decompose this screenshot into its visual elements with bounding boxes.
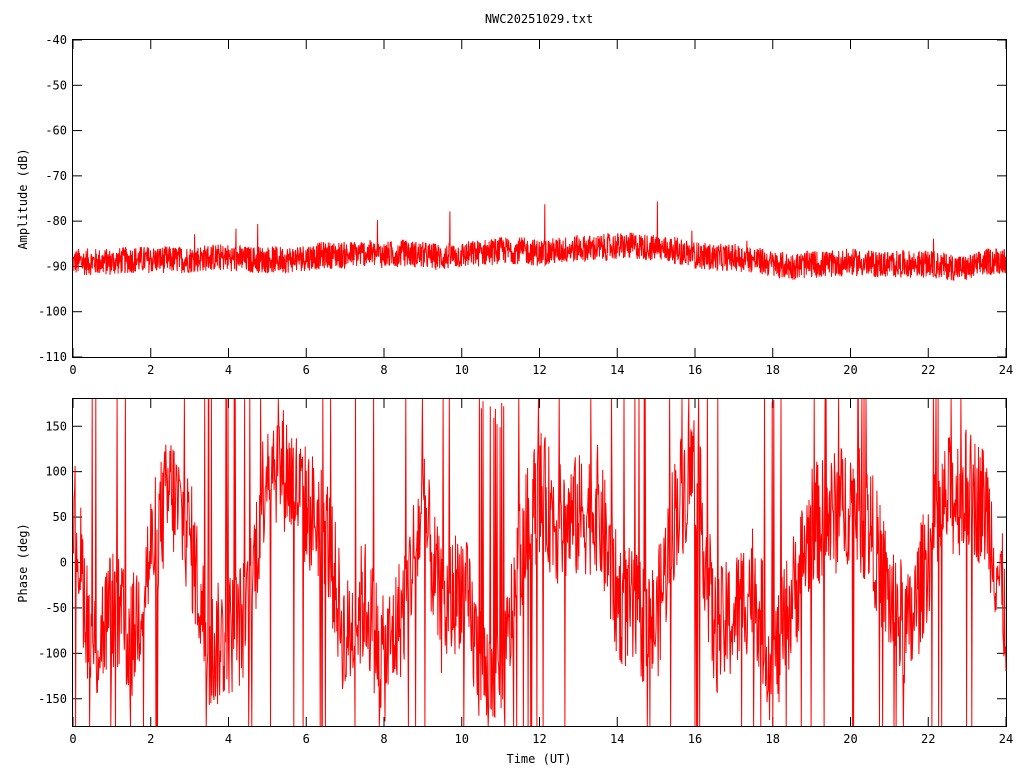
phase-x-tick-label: 2 xyxy=(147,732,154,746)
phase-x-tick-label: 16 xyxy=(688,732,702,746)
phase-x-tick-label: 18 xyxy=(766,732,780,746)
chart-title: NWC20251029.txt xyxy=(485,12,593,26)
amplitude-plot-frame xyxy=(72,39,1007,358)
phase-y-tick-label: 0 xyxy=(60,556,67,570)
phase-x-tick-label: 24 xyxy=(999,732,1013,746)
phase-y-tick-label: 100 xyxy=(45,465,67,479)
phase-y-tick-label: -100 xyxy=(38,646,67,660)
amplitude-y-tick-label: -90 xyxy=(45,259,67,273)
phase-x-tick-label: 4 xyxy=(225,732,232,746)
amplitude-x-tick-label: 22 xyxy=(921,363,935,377)
amplitude-y-tick-label: -110 xyxy=(38,350,67,364)
amplitude-y-tick-label: -70 xyxy=(45,169,67,183)
amplitude-y-tick-label: -80 xyxy=(45,214,67,228)
amplitude-y-axis-label: Amplitude (dB) xyxy=(16,148,30,249)
phase-x-tick-label: 10 xyxy=(455,732,469,746)
amplitude-x-tick-label: 24 xyxy=(999,363,1013,377)
phase-x-axis-label: Time (UT) xyxy=(506,752,571,766)
amplitude-x-tick-label: 16 xyxy=(688,363,702,377)
phase-x-tick-label: 0 xyxy=(69,732,76,746)
amplitude-x-tick-label: 10 xyxy=(455,363,469,377)
phase-x-tick-label: 14 xyxy=(610,732,624,746)
amplitude-x-tick-label: 8 xyxy=(380,363,387,377)
phase-y-tick-label: -150 xyxy=(38,692,67,706)
phase-x-tick-label: 8 xyxy=(380,732,387,746)
amplitude-x-tick-label: 20 xyxy=(843,363,857,377)
amplitude-panel: -40-50-60-70-80-90-100-110 0 2 4 6 8 10 12 14 16… xyxy=(16,33,1013,377)
phase-y-ticks: 150 100 50 0 -50 -100 -150 xyxy=(38,419,1006,706)
amplitude-x-tick-label: 18 xyxy=(766,363,780,377)
amplitude-x-tick-label: 2 xyxy=(147,363,154,377)
phase-x-tick-label: 6 xyxy=(303,732,310,746)
phase-y-axis-label: Phase (deg) xyxy=(16,523,30,602)
amplitude-y-tick-label: -40 xyxy=(45,33,67,47)
amplitude-x-tick-label: 0 xyxy=(69,363,76,377)
amplitude-y-ticks: -40 -50 -60 -70 -80 -90 -100 -110 xyxy=(38,33,1006,364)
amplitude-y-tick-label: -50 xyxy=(45,78,67,92)
phase-x-tick-label: 12 xyxy=(532,732,546,746)
phase-y-tick-label: 150 xyxy=(45,419,67,433)
phase-y-tick-label: -50 xyxy=(45,601,67,615)
phase-x-tick-label: 20 xyxy=(843,732,857,746)
amplitude-x-tick-label: 12 xyxy=(532,363,546,377)
amplitude-x-tick-label: 14 xyxy=(610,363,624,377)
phase-x-tick-label: 22 xyxy=(921,732,935,746)
amplitude-x-tick-label: 4 xyxy=(225,363,232,377)
amplitude-x-tick-label: 6 xyxy=(303,363,310,377)
amplitude-y-tick-label: -60 xyxy=(45,124,67,138)
phase-x-ticks: 0 2 4 6 8 10 12 14 16 18 20 22 24 xyxy=(69,399,1013,746)
phase-series-line xyxy=(72,398,1007,727)
phase-y-tick-label: 50 xyxy=(53,510,67,524)
phase-plot-frame xyxy=(72,398,1007,727)
amplitude-x-ticks: 0 2 4 6 8 10 12 14 16 18 20 22 24 xyxy=(69,40,1013,377)
amplitude-y-tick-label: -100 xyxy=(38,305,67,319)
amplitude-series-line xyxy=(72,201,1007,281)
